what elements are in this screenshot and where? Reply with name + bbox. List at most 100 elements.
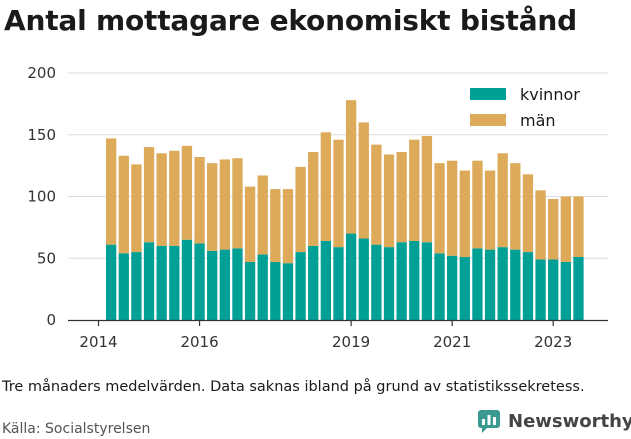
bar-kvinnor — [106, 244, 117, 320]
legend: kvinnor män — [470, 85, 580, 130]
bar-series — [106, 100, 584, 320]
legend-label: kvinnor — [520, 85, 580, 104]
chart-title: Antal mottagare ekonomiskt bistånd — [4, 4, 578, 37]
bar-man — [181, 145, 193, 240]
x-tick-label: 2014 — [79, 333, 117, 351]
bar-man — [295, 166, 306, 253]
y-tick-label: 200 — [27, 64, 56, 82]
bar-kvinnor — [447, 255, 458, 320]
bar-kvinnor — [409, 240, 420, 320]
bar-kvinnor — [522, 252, 534, 320]
bar-man — [510, 163, 521, 250]
bar-kvinnor — [535, 259, 546, 320]
bar-kvinnor — [207, 250, 218, 320]
bar-man — [396, 152, 407, 243]
bar-man — [169, 150, 180, 246]
bar-man — [484, 170, 496, 250]
axes: 0 50 100 150 200 2014 2016 2019 2021 2023 — [27, 64, 608, 351]
bar-kvinnor — [548, 259, 559, 320]
bar-man — [358, 122, 369, 239]
bar-man — [548, 198, 559, 260]
bar-kvinnor — [156, 245, 167, 320]
bar-man — [560, 196, 571, 262]
y-tick-label: 100 — [27, 188, 56, 206]
bar-kvinnor — [497, 247, 508, 320]
legend-label: män — [520, 111, 556, 130]
bar-kvinnor — [560, 261, 571, 320]
bar-man — [434, 163, 445, 254]
y-tick-label: 50 — [37, 249, 56, 267]
bar-man — [308, 152, 319, 246]
bar-kvinnor — [169, 245, 180, 320]
bar-man — [257, 175, 268, 255]
bar-kvinnor — [484, 249, 496, 320]
bar-kvinnor — [573, 257, 584, 320]
bar-kvinnor — [219, 249, 230, 320]
bar-man — [472, 160, 483, 249]
bar-kvinnor — [396, 242, 407, 320]
bar-man — [535, 190, 546, 260]
bar-kvinnor — [510, 249, 521, 320]
bar-man — [106, 138, 117, 245]
bar-man — [421, 135, 433, 243]
chart-caption: Tre månaders medelvärden. Data saknas ib… — [2, 379, 585, 395]
bar-kvinnor — [358, 238, 369, 320]
bar-man — [333, 139, 344, 248]
bar-man — [282, 189, 294, 264]
bar-kvinnor — [194, 243, 205, 320]
x-tick-label: 2019 — [332, 333, 370, 351]
bar-kvinnor — [131, 252, 142, 320]
bar-kvinnor — [434, 253, 445, 320]
y-tick-label: 150 — [27, 126, 56, 144]
bar-man — [270, 189, 281, 262]
bar-man — [371, 144, 382, 245]
bar-kvinnor — [371, 244, 382, 320]
legend-swatch — [470, 88, 506, 100]
bar-man — [156, 153, 167, 246]
source-text: Källa: Socialstyrelsen — [2, 421, 151, 437]
bar-man — [383, 154, 395, 248]
bar-kvinnor — [232, 248, 243, 320]
y-tick-label: 0 — [46, 311, 56, 329]
bar-man — [459, 170, 470, 258]
bar-man — [409, 139, 420, 241]
bar-man — [118, 155, 129, 254]
bar-man — [320, 132, 332, 241]
bar-man — [447, 160, 458, 256]
brand-logo[interactable]: Newsworthy — [476, 408, 631, 434]
bar-kvinnor — [143, 242, 155, 320]
bar-man — [232, 158, 243, 249]
bar-kvinnor — [308, 245, 319, 320]
x-tick-label: 2023 — [534, 333, 572, 351]
bar-kvinnor — [472, 248, 483, 320]
x-tick-label: 2016 — [180, 333, 218, 351]
bar-kvinnor — [295, 252, 306, 320]
bar-kvinnor — [383, 247, 395, 320]
bar-kvinnor — [459, 257, 470, 320]
x-tick-label: 2021 — [433, 333, 471, 351]
bar-kvinnor — [333, 247, 344, 320]
bar-man — [573, 196, 584, 258]
bar-kvinnor — [118, 253, 129, 320]
bar-man — [194, 156, 205, 244]
bar-kvinnor — [282, 263, 294, 320]
bar-kvinnor — [320, 240, 332, 320]
bar-man — [207, 163, 218, 251]
bar-man — [522, 174, 534, 253]
bar-kvinnor — [257, 254, 268, 320]
bar-man — [131, 164, 142, 253]
bar-man — [219, 159, 230, 250]
legend-swatch — [470, 114, 506, 126]
bar-man — [143, 147, 155, 243]
bar-kvinnor — [244, 261, 256, 320]
bar-man — [244, 186, 256, 262]
bar-man — [345, 100, 357, 234]
bar-kvinnor — [181, 239, 193, 320]
brand-name: Newsworthy — [508, 410, 631, 432]
bar-kvinnor — [270, 261, 281, 320]
bar-kvinnor — [345, 233, 357, 320]
bar-kvinnor — [421, 242, 433, 320]
bar-man — [497, 153, 508, 248]
chart-logo-icon — [478, 410, 500, 433]
